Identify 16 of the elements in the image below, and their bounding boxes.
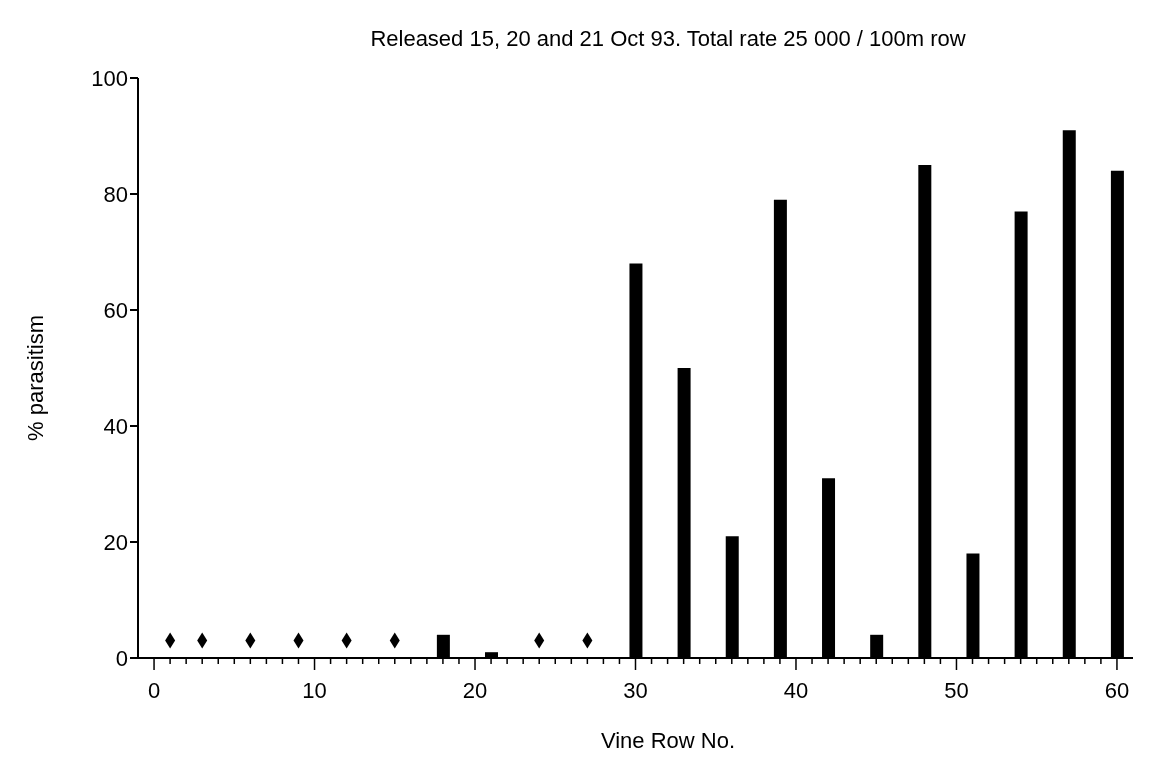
x-tick-label: 50 bbox=[944, 678, 969, 703]
x-tick-label: 10 bbox=[302, 678, 327, 703]
y-tick-label: 60 bbox=[103, 297, 128, 323]
x-tick-label: 0 bbox=[147, 678, 161, 703]
chart-title: Released 15, 20 and 21 Oct 93. Total rate 25 000 / 100m row bbox=[369, 26, 967, 52]
y-tick-label: 100 bbox=[91, 65, 128, 91]
x-tick-label: 30 bbox=[623, 678, 648, 703]
y-tick-label: 80 bbox=[103, 181, 128, 207]
y-tick-label: 20 bbox=[103, 529, 128, 555]
x-tick-label: 60 bbox=[1104, 678, 1130, 703]
x-axis-title: Vine Row No. bbox=[599, 728, 737, 754]
y-tick-label: 40 bbox=[103, 413, 128, 439]
y-axis-title: % parasitism bbox=[23, 315, 49, 441]
y-tick-label: 0 bbox=[115, 645, 128, 671]
x-tick-label: 20 bbox=[462, 678, 488, 703]
x-tick-label: 40 bbox=[783, 678, 809, 703]
